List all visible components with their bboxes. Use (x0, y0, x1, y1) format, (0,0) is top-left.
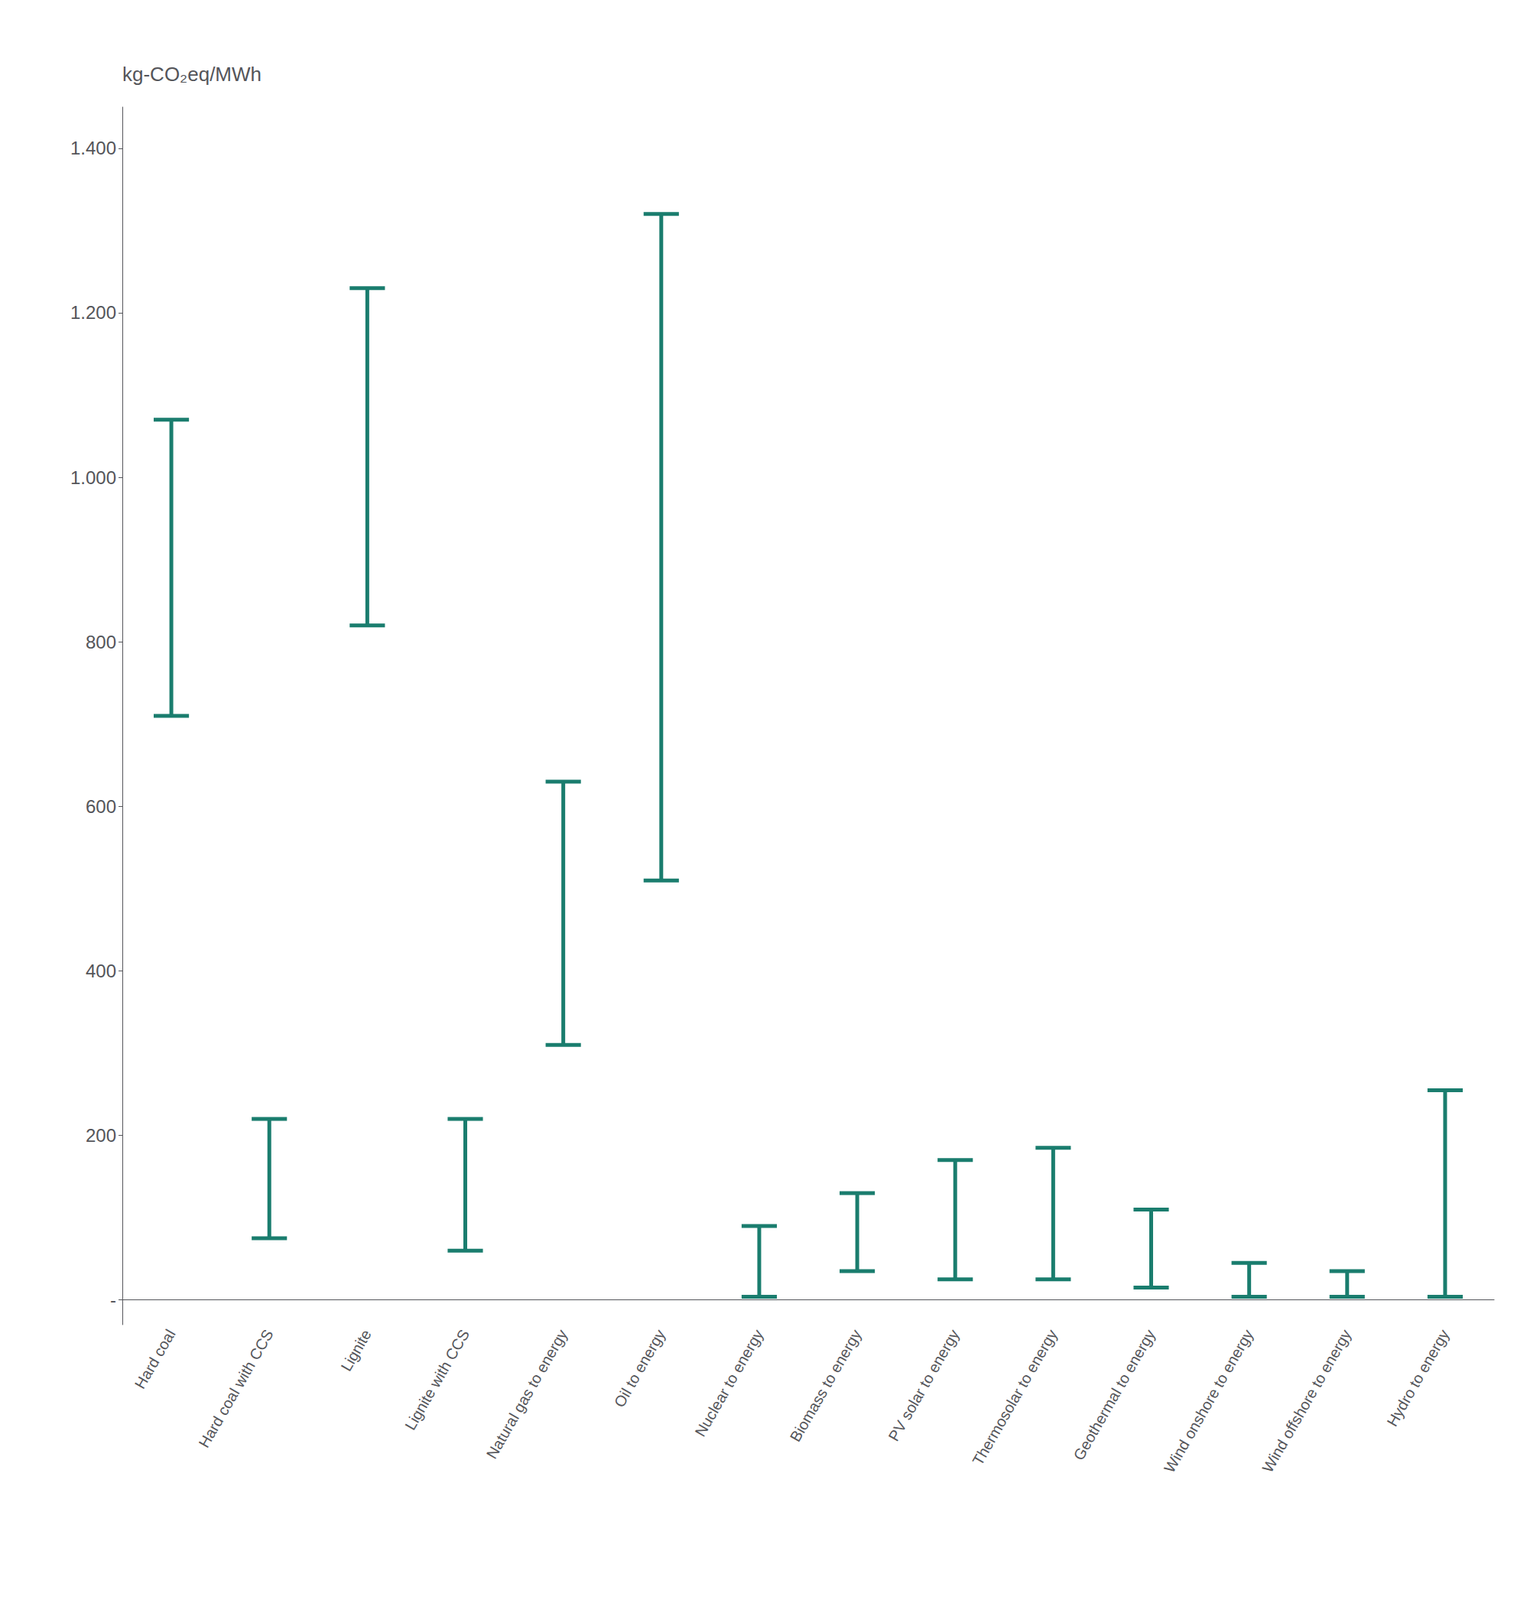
svg-text:Wind offshore to energy: Wind offshore to energy (1258, 1325, 1355, 1475)
svg-text:Hard coal with CCS: Hard coal with CCS (194, 1325, 277, 1450)
svg-text:Wind onshore to energy: Wind onshore to energy (1160, 1325, 1257, 1476)
svg-text:Oil to energy: Oil to energy (610, 1325, 670, 1410)
svg-text:Biomass to energy: Biomass to energy (786, 1325, 865, 1444)
svg-text:-: - (110, 1289, 117, 1310)
svg-text:Lignite with CCS: Lignite with CCS (401, 1325, 473, 1433)
svg-text:1.400: 1.400 (70, 137, 117, 159)
svg-text:400: 400 (85, 960, 117, 982)
svg-text:200: 200 (85, 1124, 117, 1146)
svg-text:800: 800 (85, 631, 117, 653)
svg-text:Nuclear to energy: Nuclear to energy (692, 1325, 767, 1440)
svg-text:Hard coal: Hard coal (131, 1325, 179, 1391)
svg-text:Thermosolar to energy: Thermosolar to energy (968, 1325, 1061, 1468)
svg-text:1.200: 1.200 (70, 302, 117, 323)
svg-text:1.000: 1.000 (70, 467, 117, 488)
svg-text:Lignite: Lignite (337, 1325, 374, 1374)
svg-text:kg-CO₂eq/MWh: kg-CO₂eq/MWh (122, 62, 262, 86)
svg-text:PV solar to energy: PV solar to energy (884, 1325, 962, 1443)
svg-text:Geothermal to energy: Geothermal to energy (1069, 1325, 1159, 1463)
svg-text:Hydro to energy: Hydro to energy (1383, 1325, 1453, 1429)
svg-text:600: 600 (85, 795, 117, 817)
svg-text:Natural gas to energy: Natural gas to energy (483, 1325, 572, 1461)
